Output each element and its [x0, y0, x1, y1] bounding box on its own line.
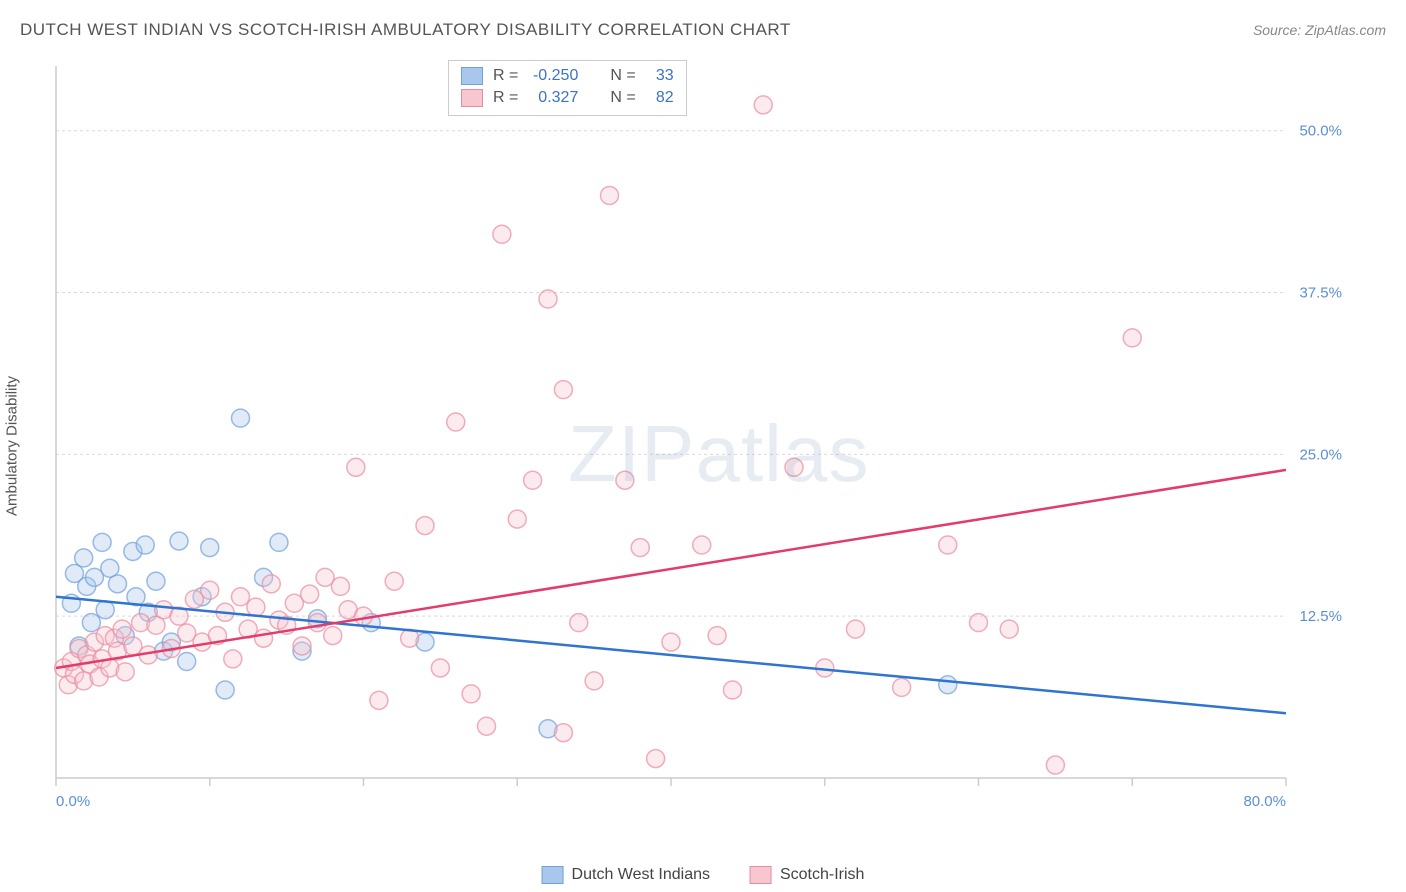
scatter-point [324, 627, 342, 645]
legend-label: Dutch West Indians [572, 866, 710, 884]
stats-legend-row: R = -0.250 N = 33 [461, 65, 674, 87]
scatter-point [216, 681, 234, 699]
scatter-point [893, 678, 911, 696]
n-value: 82 [646, 89, 674, 107]
scatter-point [113, 620, 131, 638]
legend-label: Scotch-Irish [780, 866, 864, 884]
scatter-point [255, 629, 273, 647]
scatter-point [693, 536, 711, 554]
scatter-point [939, 536, 957, 554]
scatter-point [247, 598, 265, 616]
y-tick-label: 50.0% [1299, 123, 1342, 140]
scatter-point [524, 471, 542, 489]
scatter-point [616, 471, 634, 489]
scatter-point [754, 96, 772, 114]
scatter-plot: 12.5%25.0%37.5%50.0%0.0%80.0% ZIPatlas R… [48, 58, 1348, 818]
scatter-point [82, 614, 100, 632]
scatter-point [493, 225, 511, 243]
scatter-point [232, 588, 250, 606]
scatter-point [1046, 756, 1064, 774]
stats-legend-row: R = 0.327 N = 82 [461, 87, 674, 109]
scatter-point [508, 510, 526, 528]
scatter-point [93, 533, 111, 551]
legend-swatch [542, 866, 564, 884]
x-tick-label: 80.0% [1243, 793, 1286, 810]
legend-swatch [461, 89, 483, 107]
y-tick-label: 12.5% [1299, 608, 1342, 625]
scatter-point [570, 614, 588, 632]
r-label: R = [493, 89, 518, 107]
scatter-point [785, 458, 803, 476]
scatter-point [601, 186, 619, 204]
n-value: 33 [646, 67, 674, 85]
n-label: N = [610, 89, 635, 107]
scatter-point [662, 633, 680, 651]
chart-title: DUTCH WEST INDIAN VS SCOTCH-IRISH AMBULA… [20, 20, 791, 40]
scatter-point [631, 539, 649, 557]
stats-legend: R = -0.250 N = 33 R = 0.327 N = 82 [448, 60, 687, 116]
scatter-point [201, 581, 219, 599]
r-label: R = [493, 67, 518, 85]
scatter-point [385, 572, 403, 590]
scatter-point [147, 572, 165, 590]
scatter-point [109, 575, 127, 593]
x-tick-label: 0.0% [56, 793, 90, 810]
scatter-point [293, 637, 311, 655]
scatter-point [224, 650, 242, 668]
scatter-point [136, 536, 154, 554]
scatter-point [370, 691, 388, 709]
scatter-point [1123, 329, 1141, 347]
bottom-legend: Dutch West Indians Scotch-Irish [542, 866, 865, 884]
y-tick-label: 37.5% [1299, 285, 1342, 302]
scatter-point [554, 724, 572, 742]
scatter-point [647, 750, 665, 768]
scatter-point [708, 627, 726, 645]
y-tick-label: 25.0% [1299, 446, 1342, 463]
scatter-point [431, 659, 449, 677]
scatter-point [116, 663, 134, 681]
r-value: -0.250 [528, 67, 578, 85]
scatter-point [724, 681, 742, 699]
scatter-point [201, 539, 219, 557]
legend-swatch [750, 866, 772, 884]
scatter-point [262, 575, 280, 593]
scatter-point [1000, 620, 1018, 638]
scatter-point [939, 676, 957, 694]
scatter-point [847, 620, 865, 638]
plot-svg: 12.5% 25.0% 37.5% 50.0% 0.0% 80.0% [48, 58, 1348, 818]
scatter-point [970, 614, 988, 632]
scatter-point [96, 601, 114, 619]
n-label: N = [610, 67, 635, 85]
scatter-point [301, 585, 319, 603]
scatter-point [416, 517, 434, 535]
scatter-point [554, 381, 572, 399]
scatter-point [331, 577, 349, 595]
r-value: 0.327 [528, 89, 578, 107]
scatter-point [478, 717, 496, 735]
scatter-point [585, 672, 603, 690]
y-axis-label: Ambulatory Disability [4, 376, 21, 516]
bottom-legend-item: Dutch West Indians [542, 866, 710, 884]
scatter-point [178, 652, 196, 670]
scatter-point [462, 685, 480, 703]
scatter-point [232, 409, 250, 427]
scatter-point [447, 413, 465, 431]
scatter-point [539, 290, 557, 308]
scatter-point [347, 458, 365, 476]
scatter-point [75, 549, 93, 567]
bottom-legend-item: Scotch-Irish [750, 866, 864, 884]
title-bar: DUTCH WEST INDIAN VS SCOTCH-IRISH AMBULA… [20, 20, 1386, 40]
scatter-point [270, 533, 288, 551]
source-attribution: Source: ZipAtlas.com [1253, 22, 1386, 38]
legend-swatch [461, 67, 483, 85]
scatter-point [170, 532, 188, 550]
